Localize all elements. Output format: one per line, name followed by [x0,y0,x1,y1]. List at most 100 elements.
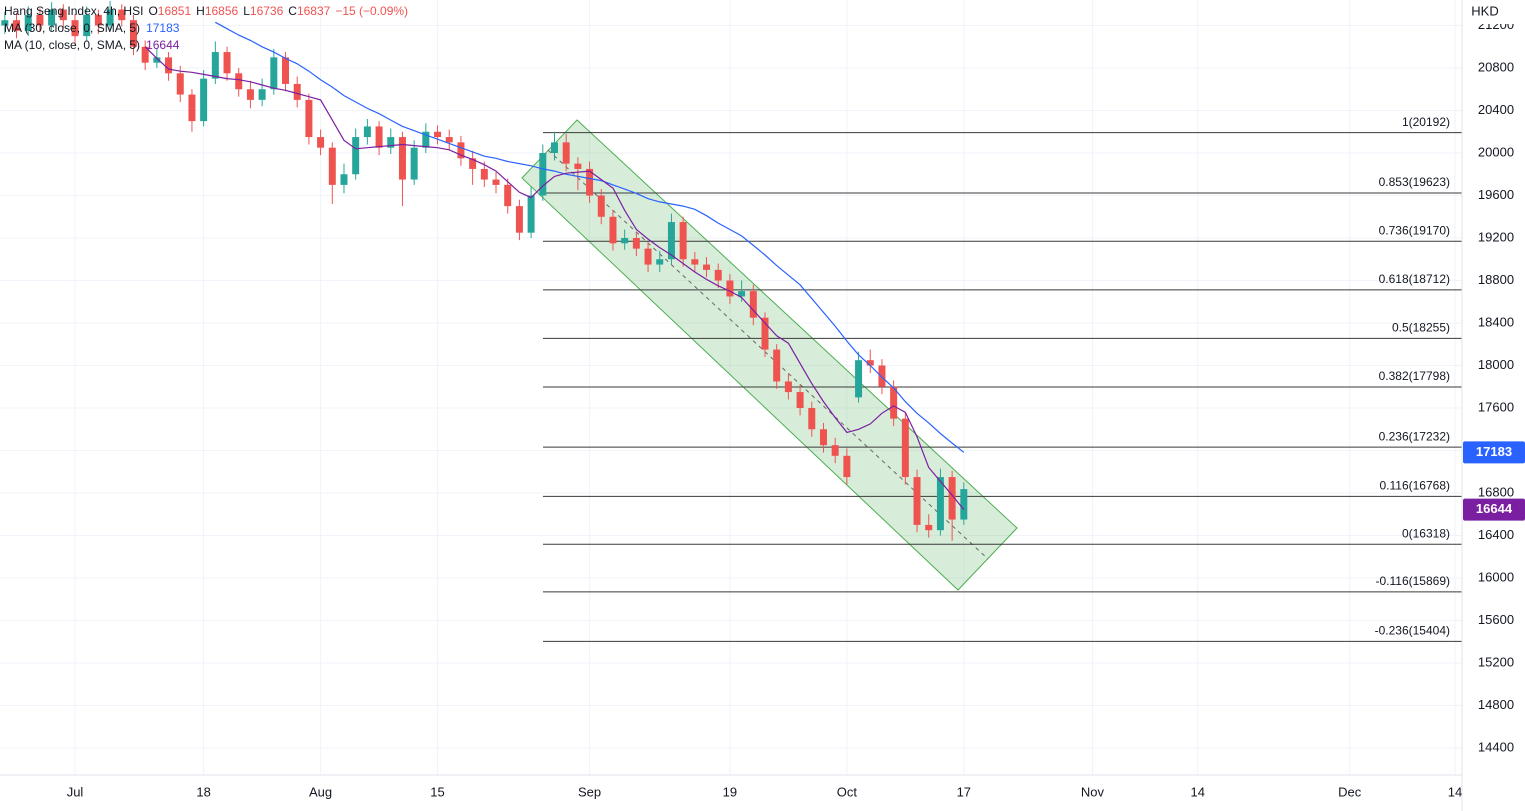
y-tick-label: 14800 [1478,697,1514,712]
y-tick-label: 15200 [1478,654,1514,669]
candle-body [129,20,137,47]
x-tick-label: 14 [1190,784,1204,799]
ohlc-value: 16736 [250,4,284,18]
legend-ma10: MA (10, close, 0, SMA, 5) 16644 [4,38,180,52]
candle-body [434,131,442,138]
candle-body [784,381,792,393]
x-tick-label: Dec [1338,784,1362,799]
candle-body [504,184,512,207]
candle-body [258,89,266,100]
fib-label: 0.382(17798) [1379,369,1450,383]
candle-body [866,360,874,366]
candle-body [387,137,395,148]
candle-body [13,20,21,31]
candle-body [200,78,208,122]
unit-background [1463,0,1525,24]
fib-label: 0.618(18712) [1379,272,1450,286]
price-tag-label: 17183 [1476,444,1512,459]
ohlc-value: 16856 [205,4,239,18]
candle-body [691,259,699,265]
candle-body [246,89,254,100]
candle-body [24,14,32,31]
grid [0,0,1462,775]
ohlc-label: C [288,4,297,18]
candle-body [457,142,465,159]
y-tick-label: 16400 [1478,527,1514,542]
candle-body [1,20,9,26]
fib-label: 0.736(19170) [1379,223,1450,237]
candle-body [550,142,558,154]
candle-body [317,137,325,148]
candle-body [819,429,827,446]
candle-body [656,259,664,265]
candle-body [609,216,617,244]
candle-body [574,163,582,169]
candle-body [855,360,863,398]
change: −15 (−0.09%) [335,4,408,18]
y-tick-label: 18800 [1478,272,1514,287]
y-tick-label: 15600 [1478,612,1514,627]
candle-body [141,46,149,63]
y-tick-label: 18400 [1478,314,1514,329]
x-tick-label: 19 [723,784,737,799]
candle-body [235,73,243,90]
fib-label: 0.236(17232) [1379,429,1450,443]
candle-body [901,418,909,478]
candle-body [469,158,477,169]
fib-label: -0.236(15404) [1375,624,1450,638]
x-tick-label: 17 [957,784,971,799]
candle-body [340,174,348,185]
candle-body [328,147,336,185]
x-tick-label: Aug [309,784,332,799]
candle-body [71,20,79,37]
legend-name: MA (10, close, 0, SMA, 5) [4,38,140,52]
candle-body [223,52,231,74]
fib-label: 1(20192) [1402,115,1450,129]
ma-line [144,46,965,510]
x-tick-label: Nov [1081,784,1105,799]
fib-label: 0.853(19623) [1379,175,1450,189]
y-tick-label: 17600 [1478,399,1514,414]
header-ohlc: Hang Seng Index, 4h, HSI O16851 H16856 L167… [4,4,408,18]
candle-body [644,248,652,265]
x-tick-label: Jul [67,784,84,799]
fib-label: 0.116(16768) [1380,479,1451,493]
fib-retracement: 1(20192) 0.853(19623) 0.736(19170) 0.618(18… [543,115,1462,642]
unit-label: HKD [1471,3,1498,18]
candle-body [398,137,406,180]
candle-body [843,455,851,478]
candle-body [515,206,523,233]
candle-body [948,477,956,520]
price-tag [1463,441,1525,464]
y-tick-label: 16000 [1478,569,1514,584]
candle-body [913,477,921,525]
candle-body [410,147,418,180]
candle-body [831,445,839,456]
candle-body [796,392,804,409]
candle-body [586,168,594,196]
candle-body [925,524,933,531]
price-tag [1463,498,1525,521]
candle-body [176,73,184,95]
candle-body [211,52,219,79]
y-tick-label: 14400 [1478,739,1514,754]
fib-label: 0.5(18255) [1392,321,1450,335]
candle-body [188,94,196,122]
x-tick-label: Sep [578,784,601,799]
candle-body [527,195,535,233]
legend-value: 17183 [146,21,180,35]
price-tags: 17183 16644 [1463,441,1525,521]
candle-body [597,195,605,217]
candle-body [36,14,44,26]
y-tick-label: 19200 [1478,229,1514,244]
candle-body [480,168,488,180]
fib-label: -0.116(15869) [1376,574,1451,588]
price-tag-label: 16644 [1476,501,1513,516]
y-tick-label: 16800 [1478,484,1514,499]
candle-body [562,142,570,164]
candle-body [679,222,687,260]
legend-ma30: MA (30, close, 0, SMA, 5) 17183 [4,21,180,35]
x-tick-label: Oct [837,784,858,799]
